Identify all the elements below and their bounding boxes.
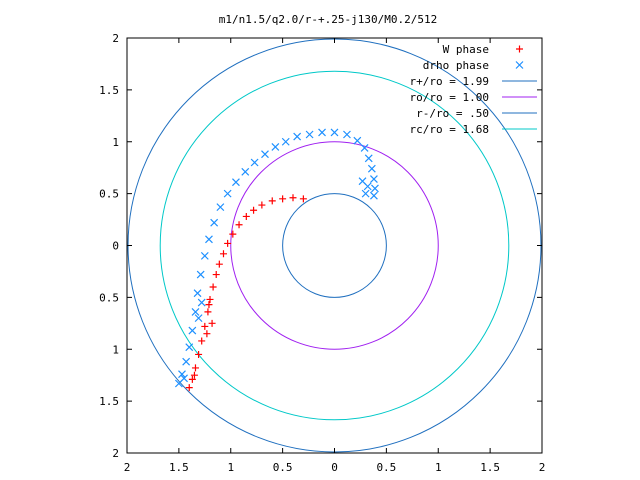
drho-phase-point-14 — [261, 150, 269, 159]
chart-title: m1/n1.5/q2.0/r-+.25-j130/M0.2/512 — [219, 13, 438, 26]
legend-label-1: drho phase — [423, 59, 489, 72]
drho-phase-point-35 — [197, 298, 206, 307]
w-phase-point-23 — [208, 319, 216, 327]
legend-label-3: ro/ro = 1.00 — [410, 91, 489, 104]
legend-label-2: r+/ro = 1.99 — [410, 75, 489, 88]
y-tick-label-5: 0.5 — [99, 291, 119, 304]
drho-phase-point-23 — [196, 270, 205, 279]
legend-label-5: rc/ro = 1.68 — [410, 123, 489, 136]
drho-phase-point-16 — [241, 167, 250, 176]
drho-phase-point-20 — [210, 218, 219, 227]
drho-phase-point-24 — [193, 289, 202, 298]
drho-phase-point-33 — [363, 182, 372, 191]
w-phase-point-9 — [224, 239, 232, 247]
circle-r--ring — [282, 193, 387, 298]
drho-phase-point-18 — [223, 189, 232, 198]
w-phase-point-20 — [188, 375, 196, 383]
y-tick-label-6: 1 — [112, 343, 119, 356]
drho-phase-point-26 — [188, 326, 197, 335]
w-phase-point-2 — [279, 195, 287, 203]
drho-phase-point-31 — [361, 189, 370, 198]
w-phase-point-18 — [195, 350, 203, 358]
w-phase-point-13 — [209, 283, 217, 291]
drho-phase-point-27 — [185, 343, 194, 352]
x-tick-label-8: 2 — [539, 461, 546, 474]
x-axis-ticks: 2 1.5 1 0.5 0 0.5 1 1.5 2 — [124, 38, 546, 474]
drho-phase-point-21 — [205, 235, 213, 244]
drho-phase-point-0 — [370, 191, 378, 200]
x-tick-label-0: 2 — [124, 461, 131, 474]
y-tick-label-3: 0.5 — [99, 188, 119, 201]
drho-phase-point-10 — [305, 130, 314, 139]
drho-phase-point-36 — [194, 314, 203, 323]
w-phase-point-8 — [229, 230, 237, 238]
drho-phase-point-22 — [200, 251, 209, 260]
drho-phase-point-28 — [182, 357, 191, 366]
drho-phase-point-17 — [232, 178, 240, 187]
y-tick-label-1: 1.5 — [99, 84, 119, 97]
w-phase-point-12 — [212, 271, 220, 279]
drho-phase-point-25 — [191, 307, 200, 316]
y-tick-label-7: 1.5 — [99, 395, 119, 408]
x-tick-label-2: 1 — [227, 461, 234, 474]
drho-phase-point-15 — [250, 158, 259, 167]
x-tick-label-6: 1 — [435, 461, 442, 474]
x-tick-label-1: 1.5 — [169, 461, 189, 474]
w-phase-point-5 — [250, 206, 258, 214]
drho-phase-point-13 — [271, 143, 280, 151]
w-phase-point-11 — [215, 260, 223, 268]
drho-phase-point-5 — [360, 144, 369, 152]
w-phase-point-14 — [206, 295, 214, 303]
drho-phase-point-8 — [330, 128, 339, 137]
circle-ro-ring — [230, 141, 439, 350]
y-tick-label-2: 1 — [112, 136, 119, 149]
data-points — [174, 128, 379, 392]
drho-phase-point-4 — [364, 154, 373, 163]
legend: W phase drho phase r+/ro = 1.99 ro/ro = 1.0… — [410, 43, 537, 136]
drho-phase-point-1 — [371, 184, 379, 193]
x-tick-label-7: 1.5 — [480, 461, 500, 474]
drho-phase-point-2 — [370, 175, 378, 184]
y-tick-label-4: 0 — [112, 240, 119, 253]
w-phase-point-24 — [203, 330, 211, 338]
drho-phase-point-34 — [180, 374, 188, 383]
drho-phase-point-19 — [216, 203, 225, 212]
legend-marker-1 — [515, 61, 524, 69]
w-phase-point-21 — [185, 384, 193, 392]
w-phase-point-6 — [242, 212, 250, 220]
circle-rc-ring — [159, 70, 510, 421]
w-phase-point-0 — [299, 195, 307, 203]
drho-phase-point-12 — [281, 137, 290, 146]
drho-phase-point-9 — [318, 128, 326, 137]
x-tick-label-3: 0.5 — [273, 461, 293, 474]
y-axis-ticks: 2 1.5 1 0.5 0 0.5 1 1.5 2 — [99, 32, 542, 460]
drho-phase-point-29 — [178, 370, 186, 379]
w-phase-point-19 — [191, 364, 199, 372]
legend-marker-0 — [516, 45, 523, 53]
drho-phase-point-11 — [293, 132, 302, 141]
drho-phase-point-7 — [343, 130, 351, 139]
y-tick-label-0: 2 — [112, 32, 119, 45]
legend-label-0: W phase — [443, 43, 489, 56]
w-phase-point-3 — [268, 197, 276, 205]
w-phase-point-17 — [198, 337, 206, 345]
x-tick-label-5: 0.5 — [376, 461, 396, 474]
w-phase-point-7 — [235, 221, 243, 229]
w-phase-point-16 — [201, 322, 209, 330]
w-phase-point-15 — [204, 308, 212, 316]
w-phase-point-22 — [205, 301, 213, 309]
w-phase-point-1 — [289, 194, 297, 202]
w-phase-point-10 — [219, 250, 227, 258]
x-tick-label-4: 0 — [331, 461, 338, 474]
y-tick-label-8: 2 — [112, 447, 119, 460]
legend-label-4: r-/ro = .50 — [416, 107, 489, 120]
drho-phase-point-6 — [353, 136, 362, 145]
w-phase-point-4 — [258, 201, 266, 209]
w-phase-point-25 — [190, 371, 198, 379]
drho-phase-point-3 — [367, 164, 376, 173]
